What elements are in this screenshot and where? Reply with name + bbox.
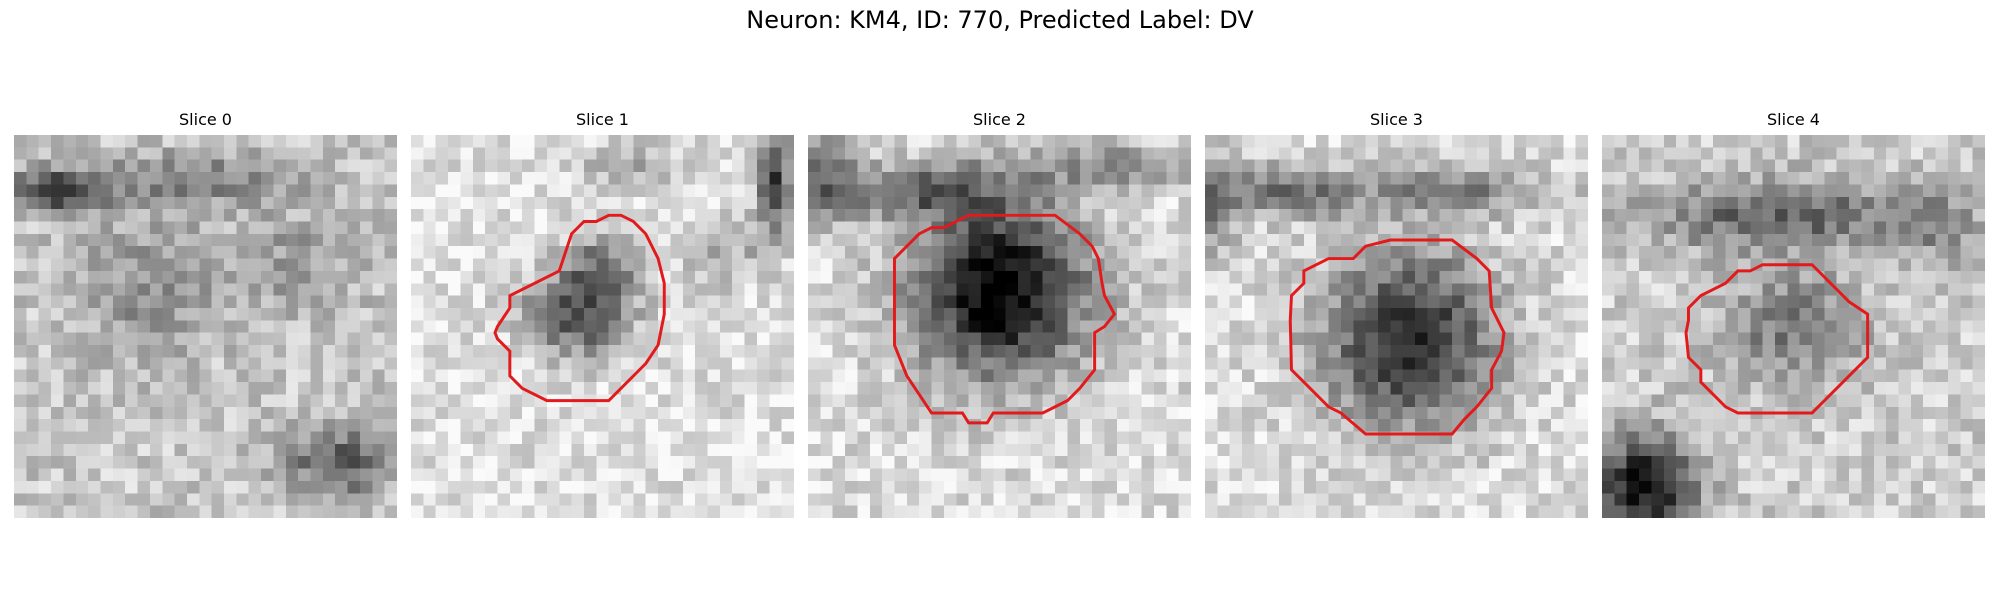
pixel-grid xyxy=(411,135,794,518)
slice-panel-4: Slice 4 xyxy=(1602,108,1985,518)
pixel-grid xyxy=(1602,135,1985,518)
slice-title-0: Slice 0 xyxy=(179,110,232,129)
figure-title: Neuron: KM4, ID: 770, Predicted Label: D… xyxy=(746,6,1254,34)
slice-title-4: Slice 4 xyxy=(1767,110,1820,129)
slice-panel-1: Slice 1 xyxy=(411,108,794,518)
contour-outline-1 xyxy=(493,213,666,403)
slice-panel-3: Slice 3 xyxy=(1205,108,1588,518)
slice-image-2 xyxy=(808,135,1191,518)
slice-image-1 xyxy=(411,135,794,518)
pixel-grid xyxy=(14,135,397,518)
pixel-grid xyxy=(808,135,1191,518)
slice-title-2: Slice 2 xyxy=(973,110,1026,129)
slice-title-1: Slice 1 xyxy=(576,110,629,129)
slice-panel-0: Slice 0 xyxy=(14,108,397,518)
slice-panel-2: Slice 2 xyxy=(808,108,1191,518)
pixel-grid xyxy=(1205,135,1588,518)
slice-title-3: Slice 3 xyxy=(1370,110,1423,129)
contour-outline-4 xyxy=(1684,263,1870,415)
slice-image-3 xyxy=(1205,135,1588,518)
slice-image-4 xyxy=(1602,135,1985,518)
contour-outline-3 xyxy=(1288,238,1506,436)
contour-outline-2 xyxy=(893,213,1117,425)
slice-image-0 xyxy=(14,135,397,518)
